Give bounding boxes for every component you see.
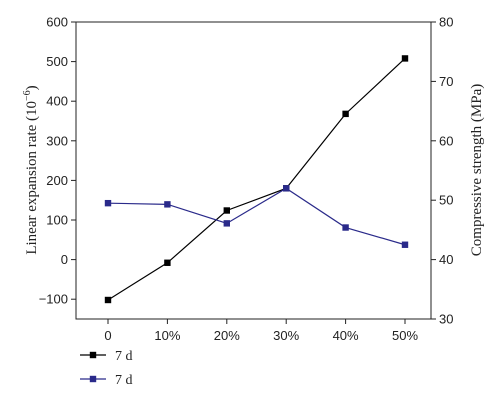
left-tick-label: 600 [46,15,68,30]
right-tick-label: 70 [439,74,453,89]
series-1-marker [401,241,409,248]
legend-label: 7 d [115,373,133,388]
series-1-marker [342,224,349,231]
right-tick-label: 60 [439,133,453,148]
legend-swatch-marker [89,351,97,359]
right-tick-label: 30 [439,312,453,327]
series-1-marker [164,201,171,208]
left-tick-label: 500 [46,54,68,69]
series-line-1 [107,187,406,246]
x-axis: 0 10% 20% 30% 40% 50% [104,319,418,343]
series-1-marker [104,199,112,207]
right-axis-title: Compressive strength (MPa) [469,84,485,256]
series-line-0 [107,57,406,301]
right-tick-label: 40 [439,252,453,267]
left-axis-title-sup: −6 [22,90,33,101]
series-1-marker [223,220,230,227]
right-axis: 30 40 50 60 70 80 [431,15,453,327]
left-tick-label: 300 [46,133,68,148]
plot-frame [75,21,432,320]
x-tick-label: 40% [333,328,359,343]
left-tick-label: 400 [46,94,68,109]
x-tick-label: 10% [154,328,180,343]
series-0-marker [104,296,112,304]
left-tick-label: 200 [46,173,68,188]
right-tick-label: 80 [439,15,453,30]
x-tick-label: 20% [214,328,240,343]
series-1-marker [283,185,290,192]
legend-swatch-marker [89,375,97,383]
series-0-marker [164,259,171,266]
left-axis-title: Linear expansion rate (10−6) [22,85,40,254]
left-tick-label: 0 [61,252,68,267]
series-0-marker [342,110,349,118]
left-axis-title-end: ) [24,85,40,90]
legend-label: 7 d [115,349,133,364]
x-tick-label: 0 [104,328,111,343]
left-tick-label: −100 [39,292,68,307]
x-tick-label: 50% [392,328,418,343]
series-0-marker [223,207,230,214]
x-tick-label: 30% [273,328,299,343]
series-0-marker [401,55,409,62]
right-tick-label: 50 [439,193,453,208]
legend: 7 d 7 d [80,349,133,388]
left-tick-label: 100 [46,213,68,228]
series-layer [104,55,409,304]
left-axis: −100 0 100 200 300 400 500 600 [39,15,76,307]
left-axis-title-main: Linear expansion rate (10 [24,101,40,255]
